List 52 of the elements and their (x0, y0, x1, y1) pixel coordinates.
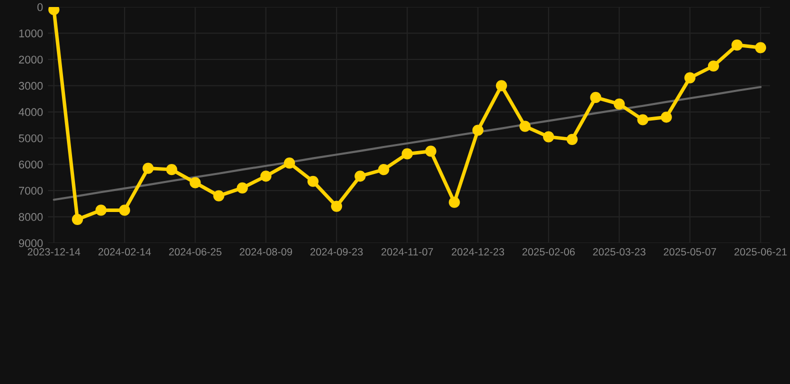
point (425, 146, 436, 157)
point (660, 112, 672, 123)
line-series (52, 86, 762, 201)
x-tick-label: 2025-05-07 (664, 248, 716, 256)
point (236, 182, 248, 194)
y-tick-label: 1000 (19, 29, 43, 38)
point (614, 98, 625, 110)
point (496, 80, 508, 92)
y-tick-label: 6000 (18, 160, 43, 168)
y-tick-label: 4000 (18, 108, 43, 116)
point (519, 120, 531, 132)
y-tick-label: 3000 (18, 82, 43, 90)
x-tick-label: 2024-02-14 (98, 248, 151, 256)
point (755, 42, 766, 54)
point (284, 157, 296, 169)
x-tick-label: 2024-11-07 (382, 248, 433, 256)
point (331, 200, 342, 212)
point (142, 162, 154, 174)
point (684, 72, 696, 84)
point (354, 170, 366, 182)
x-tick-label: 2024-12-23 (452, 248, 504, 256)
point (95, 204, 107, 216)
point (543, 131, 554, 142)
point (472, 124, 484, 136)
y-tick-label: 2000 (18, 56, 43, 64)
y-tick-label: 9000 (18, 239, 43, 248)
point (378, 164, 390, 176)
point (731, 39, 743, 51)
x-tick-label: 2024-08-09 (240, 248, 292, 256)
x-tick-label: 2023-12-14 (28, 248, 80, 256)
y-tick-label: 7000 (18, 186, 43, 195)
y-tick-label: 0 (37, 3, 43, 12)
point (637, 114, 648, 126)
point (402, 148, 413, 160)
point (166, 164, 178, 176)
point (213, 190, 224, 202)
point (119, 204, 130, 216)
x-tick-label: 2024-06-25 (169, 248, 222, 256)
y-tick-label: 5000 (18, 134, 43, 142)
x-tick-label: 2025-02-06 (522, 248, 575, 256)
point (190, 177, 201, 188)
x-tick-label: 2024-09-23 (310, 248, 363, 256)
point (448, 196, 460, 208)
x-tick-label: 2025-06-21 (734, 248, 787, 256)
point (590, 92, 602, 104)
point (72, 214, 83, 225)
x-tick-label: 2025-03-23 (593, 248, 646, 256)
point (566, 134, 578, 145)
point (260, 170, 272, 182)
point (307, 176, 319, 187)
point (708, 60, 720, 72)
y-tick-label: 8000 (18, 213, 43, 221)
